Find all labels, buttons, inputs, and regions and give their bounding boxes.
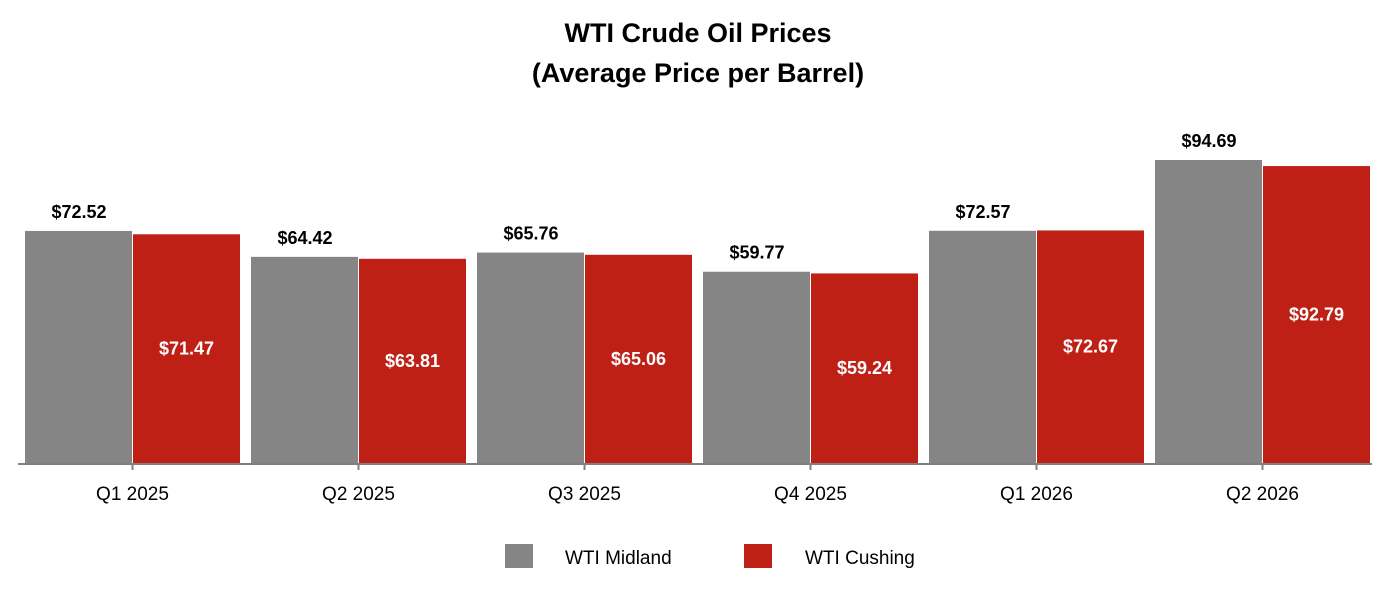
- bar-wti-cushing-q1-2025: [133, 234, 240, 463]
- bar-wti-cushing-q1-2026: [1037, 230, 1144, 463]
- bar-wti-cushing-q2-2026: [1263, 166, 1370, 463]
- legend-swatch-wti-cushing: [744, 544, 772, 568]
- bars-group: [25, 159, 1370, 463]
- value-label-wti-cushing-q3-2025: $65.06: [611, 349, 666, 369]
- value-labels-group: $72.52 $71.47 $64.42 $63.81 $65.76 $65.06 $59.…: [52, 131, 1345, 378]
- chart-title: WTI Crude Oil Prices: [564, 18, 831, 48]
- value-label-wti-cushing-q1-2025: $71.47: [159, 339, 214, 359]
- value-label-wti-cushing-q2-2026: $92.79: [1289, 305, 1344, 325]
- x-ticks-group: Q1 2025 Q2 2025 Q3 2025 Q4 2025 Q1 2026 Q2 20…: [96, 464, 1299, 505]
- bar-wti-midland-q1-2025: [25, 230, 132, 463]
- bar-wti-midland-q3-2025: [477, 252, 584, 463]
- value-label-wti-midland-q2-2026: $94.69: [1182, 131, 1237, 151]
- value-label-wti-midland-q3-2025: $65.76: [504, 224, 559, 244]
- value-label-wti-midland-q4-2025: $59.77: [730, 243, 785, 263]
- bar-wti-midland-q2-2026: [1155, 159, 1262, 463]
- x-tick-label-q1-2025: Q1 2025: [96, 484, 169, 505]
- value-label-wti-midland-q2-2025: $64.42: [278, 228, 333, 248]
- value-label-wti-cushing-q2-2025: $63.81: [385, 351, 440, 371]
- legend-label-wti-cushing: WTI Cushing: [805, 548, 915, 569]
- chart-subtitle: (Average Price per Barrel): [532, 58, 864, 88]
- x-tick-label-q4-2025: Q4 2025: [774, 484, 847, 505]
- legend: WTI Midland WTI Cushing: [505, 544, 915, 569]
- x-tick-label-q2-2025: Q2 2025: [322, 484, 395, 505]
- value-label-wti-midland-q1-2026: $72.57: [956, 202, 1011, 222]
- bar-wti-midland-q2-2025: [251, 256, 358, 463]
- value-label-wti-cushing-q4-2025: $59.24: [837, 358, 892, 378]
- bar-wti-midland-q4-2025: [703, 271, 810, 463]
- x-tick-label-q3-2025: Q3 2025: [548, 484, 621, 505]
- bar-wti-cushing-q4-2025: [811, 273, 918, 463]
- legend-label-wti-midland: WTI Midland: [565, 548, 672, 569]
- bar-wti-midland-q1-2026: [929, 230, 1036, 463]
- bar-wti-cushing-q2-2025: [359, 258, 466, 463]
- x-tick-label-q2-2026: Q2 2026: [1226, 484, 1299, 505]
- legend-swatch-wti-midland: [505, 544, 533, 568]
- bar-wti-cushing-q3-2025: [585, 254, 692, 463]
- value-label-wti-midland-q1-2025: $72.52: [52, 202, 107, 222]
- value-label-wti-cushing-q1-2026: $72.67: [1063, 337, 1118, 357]
- x-tick-label-q1-2026: Q1 2026: [1000, 484, 1073, 505]
